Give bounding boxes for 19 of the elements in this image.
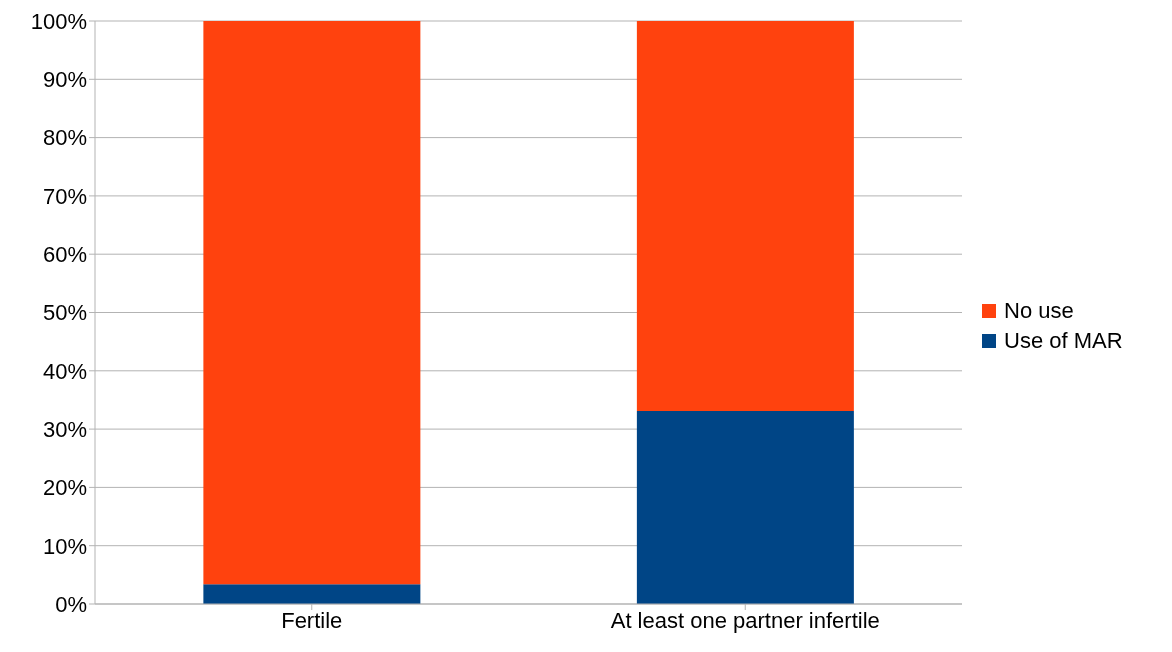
y-tick-label: 90% [42, 67, 87, 93]
bar [203, 21, 421, 585]
legend-label: No use [1004, 298, 1074, 324]
y-tick-label: 30% [42, 416, 87, 442]
y-tick-label: 80% [42, 125, 87, 151]
bar [636, 21, 854, 412]
bar [203, 584, 421, 604]
x-tick-label: At least one partner infertile [610, 607, 880, 633]
x-tick-label: Fertile [281, 607, 343, 633]
y-tick-label: 20% [42, 475, 87, 501]
y-tick-label: 100% [30, 8, 87, 34]
legend-label: Use of MAR [1004, 328, 1123, 354]
y-tick-label: 60% [42, 242, 87, 268]
bar [636, 411, 854, 604]
y-tick-label: 0% [55, 591, 87, 617]
y-tick-label: 10% [42, 533, 87, 559]
y-tick-label: 40% [42, 358, 87, 384]
y-tick-label: 50% [42, 300, 87, 326]
y-tick-label: 70% [42, 183, 87, 209]
